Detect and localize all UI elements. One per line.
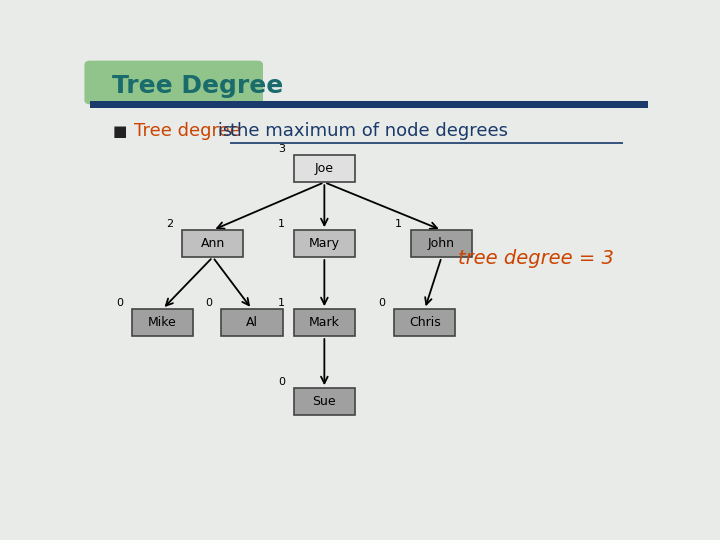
Text: 0: 0: [278, 377, 285, 387]
Text: John: John: [428, 237, 455, 250]
FancyBboxPatch shape: [84, 60, 263, 104]
Text: tree degree = 3: tree degree = 3: [459, 248, 614, 268]
Text: Tree Degree: Tree Degree: [112, 73, 284, 98]
FancyBboxPatch shape: [411, 230, 472, 257]
Text: 1: 1: [278, 219, 285, 229]
Text: 0: 0: [205, 298, 212, 308]
FancyBboxPatch shape: [294, 388, 355, 415]
Text: ■: ■: [112, 124, 127, 139]
Text: Mike: Mike: [148, 316, 177, 329]
Text: Al: Al: [246, 316, 258, 329]
Text: 1: 1: [395, 219, 402, 229]
Bar: [90, 101, 648, 109]
Text: the maximum of node degrees: the maximum of node degrees: [230, 123, 508, 140]
FancyBboxPatch shape: [294, 230, 355, 257]
FancyBboxPatch shape: [132, 309, 193, 336]
Text: Sue: Sue: [312, 395, 336, 408]
Text: is: is: [212, 123, 238, 140]
FancyBboxPatch shape: [221, 309, 282, 336]
Text: Tree degree: Tree degree: [133, 123, 240, 140]
Text: Mary: Mary: [309, 237, 340, 250]
Text: 2: 2: [166, 219, 174, 229]
FancyBboxPatch shape: [394, 309, 456, 336]
Text: Chris: Chris: [409, 316, 441, 329]
Text: 3: 3: [278, 144, 285, 154]
Text: 0: 0: [378, 298, 385, 308]
FancyBboxPatch shape: [182, 230, 243, 257]
FancyBboxPatch shape: [294, 155, 355, 183]
Text: Ann: Ann: [201, 237, 225, 250]
FancyBboxPatch shape: [294, 309, 355, 336]
Text: Mark: Mark: [309, 316, 340, 329]
Text: 0: 0: [116, 298, 123, 308]
Text: Joe: Joe: [315, 162, 334, 176]
Text: 1: 1: [278, 298, 285, 308]
